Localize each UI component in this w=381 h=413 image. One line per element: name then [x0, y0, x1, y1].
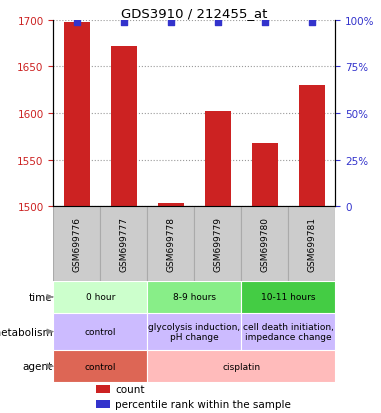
Bar — [147, 207, 194, 281]
Title: GDS3910 / 212455_at: GDS3910 / 212455_at — [121, 7, 267, 19]
Bar — [252, 143, 278, 207]
Bar — [205, 112, 231, 207]
Text: 0 hour: 0 hour — [86, 293, 115, 301]
Bar — [147, 281, 241, 313]
Text: GSM699778: GSM699778 — [166, 216, 175, 271]
Bar — [53, 281, 147, 313]
Bar — [158, 204, 184, 207]
Bar — [194, 207, 241, 281]
Bar — [299, 86, 325, 207]
Bar — [64, 24, 90, 207]
Bar — [241, 313, 335, 350]
Point — [74, 19, 80, 26]
Text: control: control — [85, 362, 116, 371]
Point — [215, 19, 221, 26]
Bar — [96, 385, 110, 393]
Point — [121, 19, 127, 26]
Bar — [53, 313, 147, 350]
Text: metabolism: metabolism — [0, 327, 53, 337]
Bar — [53, 207, 100, 281]
Text: agent: agent — [22, 361, 53, 371]
Bar — [100, 207, 147, 281]
Text: control: control — [85, 327, 116, 336]
Text: glycolysis induction,
pH change: glycolysis induction, pH change — [148, 322, 240, 342]
Text: time: time — [29, 292, 53, 302]
Bar — [96, 399, 110, 408]
Point — [309, 19, 315, 26]
Text: percentile rank within the sample: percentile rank within the sample — [115, 399, 291, 408]
Text: GSM699777: GSM699777 — [119, 216, 128, 271]
Bar — [147, 350, 335, 382]
Bar — [241, 281, 335, 313]
Text: cell death initiation,
impedance change: cell death initiation, impedance change — [243, 322, 334, 342]
Bar — [111, 47, 137, 207]
Text: GSM699780: GSM699780 — [260, 216, 269, 271]
Text: cisplatin: cisplatin — [222, 362, 260, 371]
Text: 10-11 hours: 10-11 hours — [261, 293, 315, 301]
Text: 8-9 hours: 8-9 hours — [173, 293, 216, 301]
Point — [262, 19, 268, 26]
Point — [168, 19, 174, 26]
Text: GSM699781: GSM699781 — [307, 216, 316, 271]
Bar — [288, 207, 335, 281]
Bar — [53, 350, 147, 382]
Text: GSM699776: GSM699776 — [72, 216, 81, 271]
Bar — [241, 207, 288, 281]
Text: count: count — [115, 384, 145, 394]
Bar — [147, 313, 241, 350]
Text: GSM699779: GSM699779 — [213, 216, 222, 271]
